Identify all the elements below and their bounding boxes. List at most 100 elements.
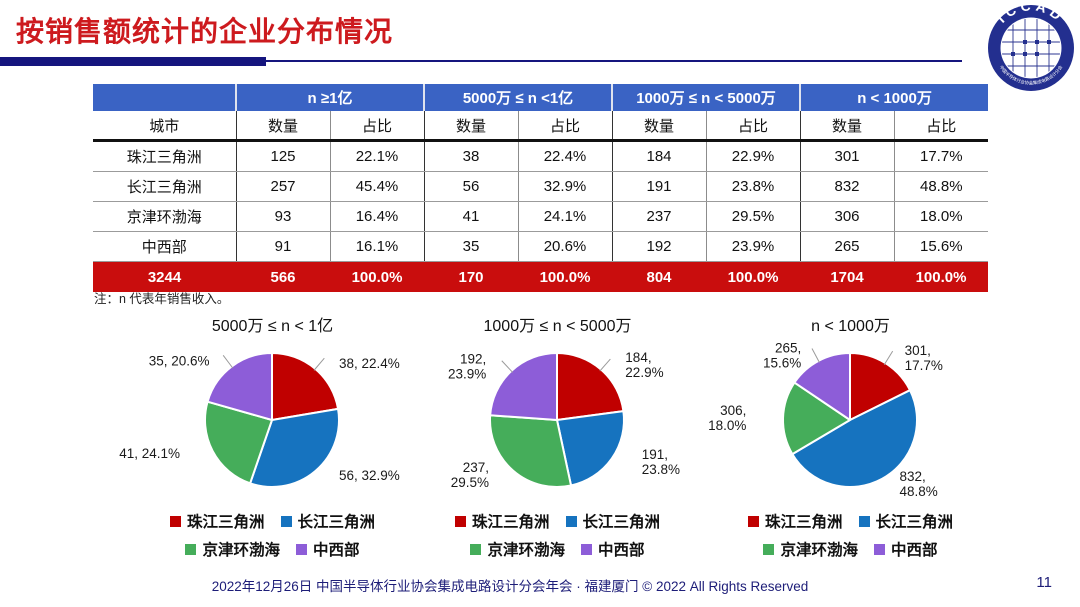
pie-data-label: 191, 23.8% — [642, 447, 680, 477]
legend-swatch-green — [185, 543, 197, 555]
total-count: 3244 — [93, 261, 236, 292]
legend-swatch-blue — [280, 515, 292, 527]
pie-slice — [782, 381, 851, 456]
pie-slice — [556, 352, 625, 421]
stats-table: n ≥1亿 5000万 ≤ n <1亿 1000万 ≤ n < 5000万 n … — [93, 84, 989, 292]
pie-data-label: 41, 24.1% — [119, 446, 180, 461]
pie-chart-block-1: 1000万 ≤ n < 5000万 184, 22.9% 191, 23.8% 237,… — [415, 312, 700, 560]
pie-slice — [489, 414, 573, 488]
legend-swatch-purple — [874, 543, 885, 555]
pie-data-label: 265, 15.6% — [763, 340, 801, 370]
label-leader-line — [222, 355, 234, 369]
legend-item: 京津环渤海 — [763, 538, 858, 560]
legend-swatch-green — [470, 543, 482, 555]
legend-label: 京津环渤海 — [780, 542, 858, 559]
footnote: 注：n 代表年销售收入。 — [94, 292, 230, 306]
group-header-3: n < 1000万 — [799, 84, 989, 111]
pie-slice — [556, 410, 625, 487]
legend-label: 长江三角洲 — [297, 514, 376, 531]
pie-slice — [249, 407, 340, 488]
qty-header: 数量 — [799, 111, 895, 142]
qty-header: 数量 — [611, 111, 706, 142]
pie-slice — [489, 352, 558, 421]
total-row: 3244 566 100.0% 170 100.0% 804 100.0% 17… — [93, 261, 989, 292]
legend-swatch-green — [763, 543, 775, 555]
legend-swatch-red — [454, 515, 466, 527]
city-cell: 中西部 — [93, 231, 236, 262]
qty-header: 数量 — [235, 111, 330, 142]
pie-title: 5000万 ≤ n < 1亿 — [211, 318, 334, 335]
label-leader-line — [811, 348, 820, 363]
page-number: 11 — [1036, 574, 1052, 591]
legend-label: 京津环渤海 — [202, 542, 280, 559]
pie-data-label: 38, 22.4% — [339, 356, 400, 371]
pie-data-label: 301, 17.7% — [905, 343, 943, 373]
pie-data-label: 184, 22.9% — [625, 350, 663, 380]
pct-header: 占比 — [329, 111, 424, 142]
legend-label: 珠江三角洲 — [471, 514, 550, 531]
table-row: 京津环渤海 93 16.4% 41 24.1% 237 29.5% 306 18… — [93, 201, 989, 232]
city-cell: 京津环渤海 — [93, 201, 236, 232]
label-leader-line — [313, 357, 325, 371]
city-group-header-blank — [93, 84, 236, 111]
legend-label: 中西部 — [598, 542, 645, 559]
table-row: 珠江三角洲 125 22.1% 38 22.4% 184 22.9% 301 1… — [93, 140, 989, 172]
pie-svg: 301, 17.7% 832, 48.8% 306, 18.0% 265, 15.6% — [708, 340, 943, 499]
iccad-logo: ICCAD 中国半导体行业协会集成电路设计分会 — [987, 0, 1075, 97]
pie-data-label: 56, 32.9% — [339, 468, 400, 483]
pie-data-label: 237, 29.5% — [451, 460, 489, 490]
page-title: 按销售额统计的企业分布情况 — [16, 16, 394, 47]
group-header-1: 5000万 ≤ n <1亿 — [423, 84, 612, 111]
legend-label: 中西部 — [313, 542, 360, 559]
qty-header: 数量 — [423, 111, 518, 142]
legend-label: 长江三角洲 — [875, 514, 954, 531]
pie-data-label: 306, 18.0% — [708, 403, 746, 433]
legend-label: 京津环渤海 — [487, 542, 565, 559]
sub-header-row: 城市 数量 占比 数量 占比 数量 占比 数量 占比 — [93, 111, 989, 142]
table-row: 中西部 91 16.1% 35 20.6% 192 23.9% 265 15.6… — [93, 231, 989, 262]
pie-slice — [204, 400, 273, 485]
legend-item: 中西部 — [296, 538, 360, 560]
pct-header: 占比 — [517, 111, 612, 142]
legend-item: 京津环渤海 — [185, 538, 280, 560]
pie-data-label: 35, 20.6% — [149, 354, 210, 369]
legend-item: 京津环渤海 — [470, 538, 565, 560]
legend-swatch-purple — [581, 543, 592, 555]
pie-svg: 184, 22.9% 191, 23.8% 237, 29.5% 192, 23.9% — [448, 350, 680, 490]
pie-title: 1000万 ≤ n < 5000万 — [483, 318, 632, 335]
legend-swatch-blue — [858, 515, 870, 527]
legend: 珠江三角洲 长江三角洲 京津环渤海 中西部 — [130, 510, 415, 560]
city-cell: 珠江三角洲 — [93, 140, 236, 172]
legend-item: 长江三角洲 — [858, 510, 954, 532]
pct-header: 占比 — [705, 111, 801, 142]
table-row: 长江三角洲 257 45.4% 56 32.9% 191 23.8% 832 4… — [93, 171, 989, 202]
title-rule-thick — [0, 57, 266, 66]
pie-chart-block-2: n < 1000万 301, 17.7% 832, 48.8% 306, 18.0% 265… — [708, 312, 993, 560]
legend-item: 珠江三角洲 — [747, 510, 843, 532]
city-cell: 长江三角洲 — [93, 171, 236, 202]
legend-label: 珠江三角洲 — [764, 514, 843, 531]
pct-header: 占比 — [893, 111, 989, 142]
circuit-grid-icon — [1001, 18, 1061, 78]
group-header-0: n ≥1亿 — [235, 84, 424, 111]
group-header-row: n ≥1亿 5000万 ≤ n <1亿 1000万 ≤ n < 5000万 n … — [93, 84, 989, 111]
legend-label: 长江三角洲 — [582, 514, 661, 531]
legend-item: 长江三角洲 — [280, 510, 376, 532]
legend-swatch-red — [747, 515, 759, 527]
legend-item: 珠江三角洲 — [454, 510, 550, 532]
legend-item: 中西部 — [874, 538, 938, 560]
legend: 珠江三角洲 长江三角洲 京津环渤海 中西部 — [415, 510, 700, 560]
city-header: 城市 — [93, 111, 236, 142]
pie-data-label: 192, 23.9% — [448, 352, 486, 382]
legend-swatch-purple — [296, 543, 307, 555]
pie-chart-block-0: 5000万 ≤ n < 1亿 38, 22.4% 56, 32.9% 41, 24.… — [119, 312, 415, 560]
legend-item: 中西部 — [581, 538, 645, 560]
footer-text: 2022年12月26日 中国半导体行业协会集成电路设计分会年会 · 福建厦门 ©… — [211, 579, 809, 594]
label-leader-line — [599, 358, 611, 372]
label-leader-line — [501, 360, 514, 373]
title-rule-thin — [266, 60, 962, 62]
legend-item: 珠江三角洲 — [169, 510, 265, 532]
legend-swatch-blue — [565, 515, 577, 527]
pie-slice — [791, 389, 918, 488]
legend-swatch-red — [169, 515, 181, 527]
